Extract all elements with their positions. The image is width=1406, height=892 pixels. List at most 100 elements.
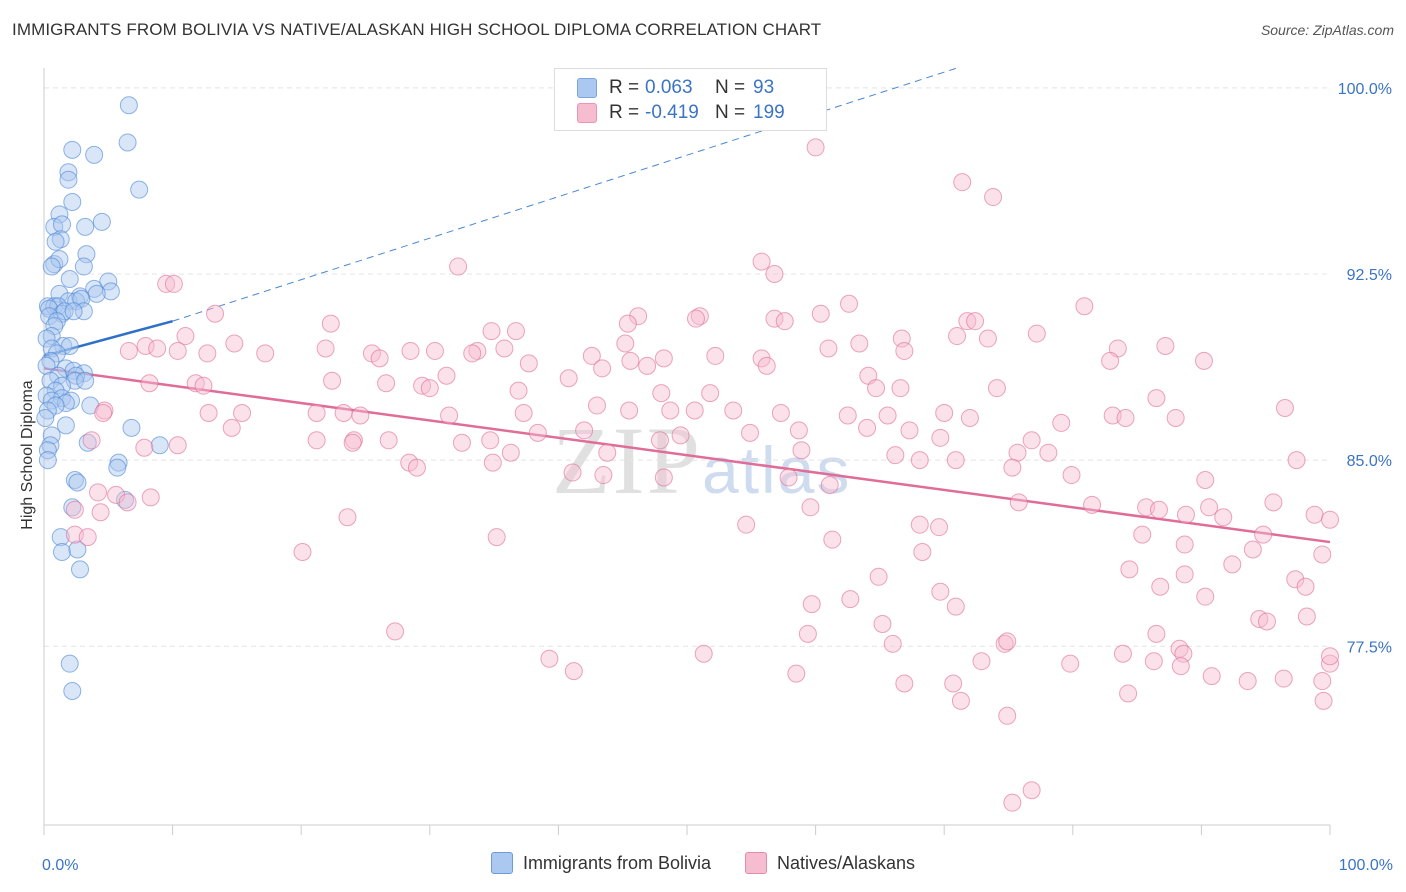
bolivia-point (63, 140, 82, 159)
y-tick-label: 85.0% (1347, 453, 1392, 470)
natives-point (582, 346, 601, 365)
natives-point (256, 344, 275, 363)
natives-point (1133, 525, 1152, 544)
natives-point (1274, 669, 1293, 688)
bolivia-point (47, 344, 66, 363)
legend-swatch-natives (577, 103, 597, 123)
natives-trend-line (43, 367, 1331, 544)
natives-point (501, 443, 520, 462)
natives-point (420, 379, 439, 398)
natives-point (878, 406, 897, 425)
natives-point (119, 341, 138, 360)
bolivia-point (101, 282, 120, 301)
natives-point (891, 379, 910, 398)
natives-point (1257, 612, 1276, 631)
natives-point (1116, 408, 1135, 427)
legend-n-label: N = (715, 77, 746, 98)
natives-point (930, 518, 949, 537)
chart-source: Source: ZipAtlas.com (1260, 22, 1394, 38)
bolivia-point (45, 255, 64, 274)
bolivia-point (76, 371, 95, 390)
natives-point (316, 339, 335, 358)
bolivia-point (63, 498, 82, 517)
natives-point (724, 401, 743, 420)
natives-point (148, 339, 167, 358)
natives-point (752, 252, 771, 271)
bolivia-point (63, 681, 82, 700)
natives-point (1144, 652, 1163, 671)
bolivia-point (42, 327, 61, 346)
natives-point (1075, 297, 1094, 316)
bolivia-point (41, 436, 60, 455)
natives-point (1175, 565, 1194, 584)
natives-point (913, 542, 932, 561)
natives-point (638, 356, 657, 375)
natives-point (135, 438, 154, 457)
bolivia-point (74, 257, 93, 276)
natives-point (787, 664, 806, 683)
natives-point (931, 582, 950, 601)
natives-point (1238, 672, 1257, 691)
bolivia-point (53, 215, 72, 234)
natives-point (802, 595, 821, 614)
natives-point (1175, 535, 1194, 554)
natives-point (910, 515, 929, 534)
bolivia-point (64, 302, 83, 321)
natives-point (89, 483, 108, 502)
bolivia-point (56, 416, 75, 435)
bolivia-point (42, 426, 61, 445)
natives-point (587, 396, 606, 415)
bolivia-point (53, 542, 72, 561)
natives-point (575, 421, 594, 440)
natives-point (307, 403, 326, 422)
natives-point (528, 423, 547, 442)
natives-point (593, 359, 612, 378)
bolivia-point (54, 336, 73, 355)
natives-point (563, 463, 582, 482)
bolivia-point (74, 302, 93, 321)
axes (43, 68, 1331, 835)
natives-point (652, 384, 671, 403)
natives-point (1003, 793, 1022, 812)
natives-point (323, 371, 342, 390)
natives-point (765, 265, 784, 284)
bolivia-point (59, 163, 78, 182)
natives-point (953, 173, 972, 192)
natives-point (1176, 505, 1195, 524)
natives-point (819, 339, 838, 358)
natives-point (1196, 587, 1215, 606)
natives-point (519, 354, 538, 373)
natives-point (1305, 505, 1324, 524)
series-legend: Immigrants from Bolivia Natives/Alaskans (0, 852, 1406, 874)
natives-point (94, 403, 113, 422)
natives-point (91, 503, 110, 522)
natives-point (437, 366, 456, 385)
y-tick-label: 100.0% (1338, 81, 1392, 98)
natives-point (343, 433, 362, 452)
natives-point (194, 376, 213, 395)
natives-point (1151, 577, 1170, 596)
natives-point (806, 138, 825, 157)
natives-point (82, 431, 101, 450)
bolivia-point (38, 451, 57, 470)
natives-point (1297, 607, 1316, 626)
natives-point (1147, 624, 1166, 643)
natives-point (509, 381, 528, 400)
natives-point (598, 443, 617, 462)
natives-point (168, 341, 187, 360)
natives-point (620, 401, 639, 420)
natives-point (811, 304, 830, 323)
natives-point (1223, 555, 1242, 574)
bolivia-point (45, 297, 64, 316)
stats-legend: R = 0.063 N = 93 R = -0.419 N = 199 (554, 68, 827, 131)
bolivia-point (42, 257, 61, 276)
natives-point (559, 369, 578, 388)
bolivia-point (92, 212, 111, 231)
natives-point (386, 622, 405, 641)
natives-point (946, 451, 965, 470)
natives-point (838, 406, 857, 425)
natives-point (650, 431, 669, 450)
bolivia-point (68, 473, 87, 492)
natives-point (118, 493, 137, 512)
natives-point (948, 327, 967, 346)
